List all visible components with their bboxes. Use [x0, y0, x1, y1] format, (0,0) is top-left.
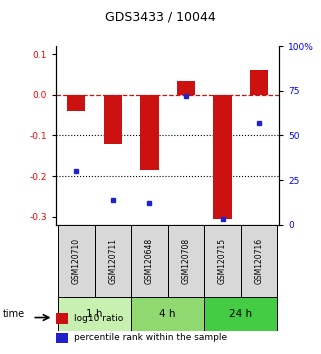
- Bar: [58, 225, 95, 297]
- Text: GSM120715: GSM120715: [218, 238, 227, 284]
- Text: GSM120716: GSM120716: [255, 238, 264, 284]
- Text: GDS3433 / 10044: GDS3433 / 10044: [105, 11, 216, 24]
- Bar: [241, 225, 277, 297]
- Text: GSM120710: GSM120710: [72, 238, 81, 284]
- Bar: [213, 95, 232, 219]
- Bar: [58, 297, 131, 331]
- Bar: [104, 95, 122, 143]
- Text: 4 h: 4 h: [160, 309, 176, 319]
- Bar: [56, 313, 68, 324]
- Bar: [95, 225, 131, 297]
- Bar: [168, 225, 204, 297]
- Text: GSM120648: GSM120648: [145, 238, 154, 284]
- Text: time: time: [3, 309, 25, 319]
- Bar: [131, 225, 168, 297]
- Text: 24 h: 24 h: [229, 309, 252, 319]
- Bar: [204, 297, 277, 331]
- Bar: [56, 332, 68, 343]
- Text: GSM120708: GSM120708: [181, 238, 190, 284]
- Text: 1 h: 1 h: [86, 309, 103, 319]
- Bar: [250, 70, 268, 95]
- Bar: [177, 81, 195, 95]
- Bar: [67, 95, 85, 111]
- Text: percentile rank within the sample: percentile rank within the sample: [74, 333, 227, 343]
- Text: GSM120711: GSM120711: [108, 238, 117, 284]
- Text: log10 ratio: log10 ratio: [74, 314, 123, 323]
- Bar: [131, 297, 204, 331]
- Bar: [204, 225, 241, 297]
- Bar: [140, 95, 159, 170]
